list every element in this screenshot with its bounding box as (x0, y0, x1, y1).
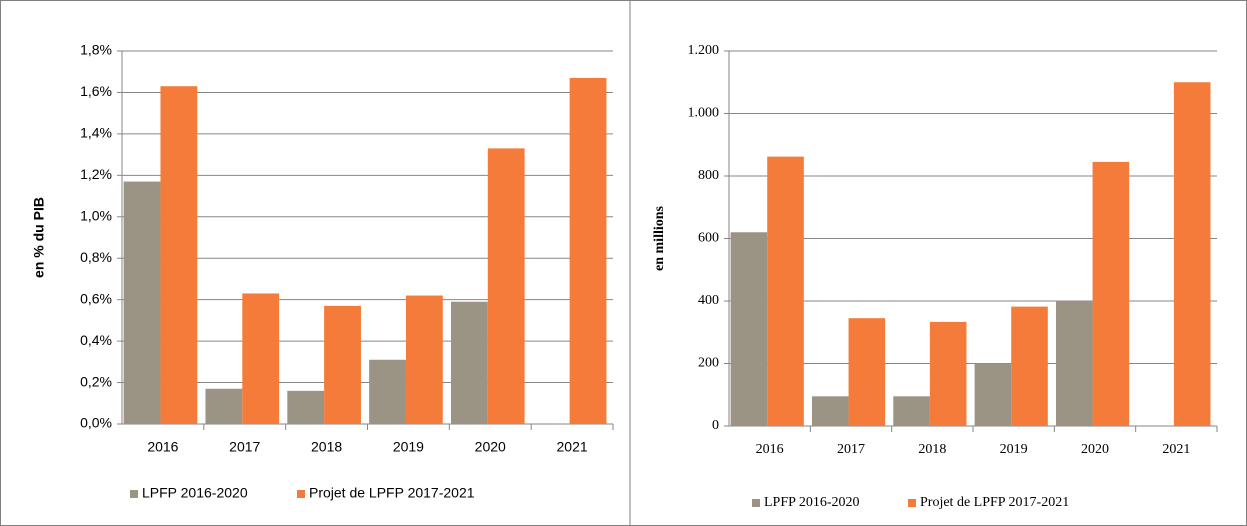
bar (1173, 82, 1211, 426)
legend-label: LPFP 2016-2020 (142, 485, 248, 501)
x-tick-label: 2019 (393, 439, 424, 455)
y-tick-label: 1,6% (80, 83, 112, 99)
legend-swatch (752, 499, 760, 507)
y-tick-label: 0,0% (80, 415, 112, 431)
y-tick-label: 0,2% (80, 373, 112, 389)
x-tick-label: 2017 (837, 442, 865, 457)
bar (242, 293, 280, 424)
y-tick-label: 0,8% (80, 249, 112, 265)
chart-left: 0,0% 0,2% 0,4% 0,6% 0,8% 1,0% 1,2% 1,4% 1,6% 1,8%… (31, 42, 614, 501)
legend-swatch (908, 499, 916, 507)
x-tick-label: 2020 (475, 439, 506, 455)
x-tick-label: 2018 (311, 439, 342, 455)
legend-label: Projet de LPFP 2017-2021 (920, 495, 1069, 510)
bar (929, 321, 967, 426)
y-tick-label: 1,2% (80, 166, 112, 182)
bar (369, 359, 406, 424)
bar (450, 301, 488, 424)
legend-label: Projet de LPFP 2017-2021 (309, 485, 475, 501)
legend-swatch (297, 490, 305, 498)
bar (160, 86, 198, 424)
y-tick-label: 0,6% (80, 290, 112, 306)
bar (123, 181, 161, 424)
bar (205, 388, 243, 424)
bar (287, 390, 325, 424)
x-tick-label: 2021 (1162, 442, 1190, 457)
bar (848, 318, 886, 426)
legend-swatch (130, 490, 138, 498)
x-tick-label: 2019 (1000, 442, 1028, 457)
y-tick-label: 600 (698, 231, 719, 246)
x-tick-label: 2020 (1081, 442, 1109, 457)
y-tick-label: 1.200 (688, 43, 720, 58)
y-axis-label: en % du PIB (31, 197, 47, 278)
y-tick-label: 400 (698, 293, 719, 308)
bar (767, 156, 804, 426)
y-tick-label: 1,0% (80, 207, 112, 223)
bar (569, 77, 607, 424)
y-tick-label: 0 (712, 418, 719, 433)
chart-right: 0 200 400 600 800 1.000 1.200 en millions 2016 20… (652, 43, 1218, 510)
y-tick-label: 1.000 (688, 106, 720, 121)
bar (730, 232, 768, 426)
bar (1092, 161, 1130, 426)
y-tick-label: 0,4% (80, 332, 112, 348)
bar (1055, 301, 1093, 426)
y-tick-label: 800 (698, 168, 719, 183)
x-tick-label: 2016 (147, 439, 178, 455)
bar (487, 148, 525, 424)
bar (405, 295, 443, 424)
y-tick-label: 200 (698, 356, 719, 371)
x-tick-label: 2021 (557, 439, 588, 455)
y-axis-label: en millions (652, 205, 667, 271)
bar (893, 396, 930, 426)
x-tick-label: 2018 (918, 442, 946, 457)
bar (324, 305, 361, 424)
y-tick-label: 1,8% (80, 42, 112, 58)
bar (811, 396, 849, 426)
bar (1011, 306, 1048, 426)
y-tick-label: 1,4% (80, 125, 112, 141)
legend-label: LPFP 2016-2020 (764, 495, 860, 510)
x-tick-label: 2017 (229, 439, 260, 455)
x-tick-label: 2016 (756, 442, 784, 457)
bar (974, 363, 1012, 426)
